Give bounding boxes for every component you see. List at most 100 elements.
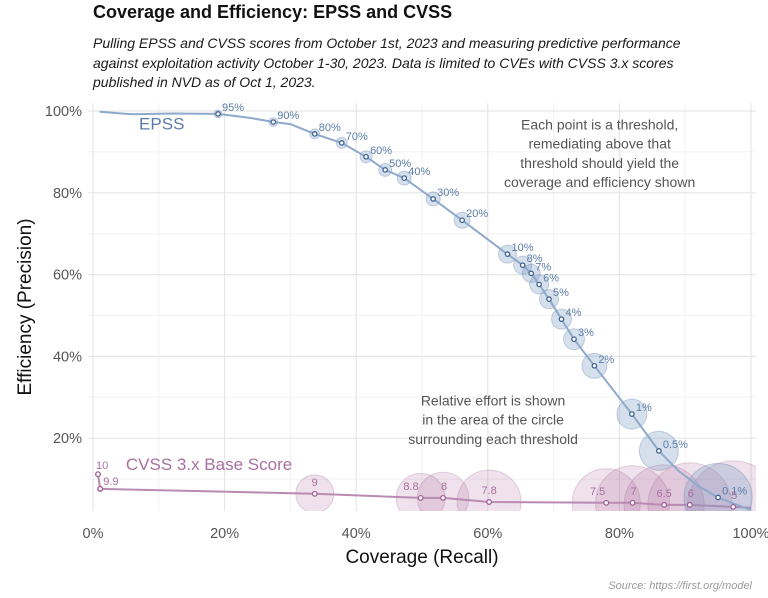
epss-threshold-label: 30% — [437, 187, 459, 199]
epss-threshold-point — [311, 131, 318, 137]
epss-threshold-label: 8% — [527, 253, 543, 265]
epss-threshold-point — [519, 262, 526, 269]
cvss-threshold-label: 9 — [312, 477, 318, 489]
cvss-threshold-label: 7.5 — [590, 486, 605, 498]
x-tick-label: 0% — [83, 526, 104, 542]
epss-threshold-label: 3% — [578, 327, 594, 339]
epss-threshold-point — [270, 119, 277, 125]
cvss-bubbles — [95, 460, 756, 511]
cvss-threshold-label: 8 — [441, 481, 447, 493]
epss-line — [99, 110, 752, 511]
epss-threshold-point — [430, 196, 437, 202]
epss-threshold-label: 7% — [535, 261, 551, 273]
source-note: Source: https://first.org/model — [608, 580, 752, 592]
cvss-threshold-point — [686, 501, 693, 508]
cvss-threshold-point — [730, 503, 737, 510]
epss-threshold-point — [363, 153, 369, 160]
epss-series-label: EPSS — [139, 114, 184, 133]
threshold-note-line: remediating above that — [528, 136, 671, 152]
annotations: Each point is a threshold, remediating ab… — [408, 116, 695, 446]
chart-subtitle: Pulling EPSS and CVSS scores from Octobe… — [93, 34, 763, 93]
gridlines — [88, 103, 756, 511]
epss-threshold-label: 80% — [319, 122, 341, 134]
epss-threshold-label: 90% — [277, 110, 299, 122]
subtitle-line: against exploitation activity October 1-… — [93, 54, 674, 71]
subtitle-line: published in NVD as of Oct 1, 2023. — [93, 74, 316, 90]
cvss-line — [97, 474, 752, 509]
effort-note-line: surrounding each threshold — [408, 431, 578, 447]
threshold-labels: 95% 90% 80% 70%60%50%40% 30% 20% 10%8%7%6% 5% 4%… — [96, 102, 747, 502]
cvss-threshold-point — [97, 485, 104, 492]
cvss-threshold-point — [486, 499, 493, 505]
x-tick-label: 60% — [473, 526, 502, 542]
epss-threshold-point — [504, 251, 511, 257]
epss-threshold-label: 95% — [222, 102, 244, 114]
cvss-threshold-label: 10 — [96, 460, 108, 472]
effort-note-line: Relative effort is shown — [421, 392, 565, 408]
y-axis-title: Efficiency (Precision) — [15, 218, 36, 395]
epss-threshold-point — [546, 296, 552, 302]
cvss-series-label: CVSS 3.x Base Score — [126, 455, 292, 474]
cvss-threshold-label: 7 — [630, 486, 636, 498]
cvss-threshold-point — [603, 499, 610, 506]
cvss-threshold-label: 5 — [731, 490, 737, 502]
epss-threshold-label: 6% — [543, 272, 559, 284]
y-tick-label: 40% — [53, 349, 82, 365]
y-axis-ticks: 20% 40% 60% 80% 100% — [45, 104, 82, 447]
x-axis-title: Coverage (Recall) — [345, 547, 498, 568]
y-tick-label: 100% — [45, 104, 82, 120]
x-tick-label: 20% — [210, 526, 239, 542]
epss-threshold-label: 0.1% — [722, 486, 747, 498]
y-tick-label: 80% — [53, 186, 82, 202]
epss-threshold-point — [591, 362, 598, 369]
epss-threshold-label: 0.5% — [663, 439, 688, 451]
epss-threshold-label: 60% — [370, 145, 392, 157]
epss-effort-bubble — [683, 462, 753, 511]
cvss-threshold-point — [661, 501, 668, 508]
epss-threshold-point — [536, 281, 542, 288]
cvss-threshold-point — [629, 499, 636, 506]
epss-threshold-point — [629, 411, 635, 417]
y-tick-label: 60% — [53, 268, 82, 284]
epss-threshold-point — [338, 140, 345, 146]
epss-threshold-label: 1% — [636, 402, 652, 414]
epss-threshold-label: 50% — [389, 158, 411, 170]
epss-threshold-point — [715, 494, 721, 501]
cvss-threshold-point — [95, 471, 101, 478]
chart-title: Coverage and Efficiency: EPSS and CVSS — [93, 2, 453, 22]
x-axis-ticks: 0% 20% 40% 60% 80% 100% — [83, 526, 768, 542]
cvss-threshold-label: 6.5 — [656, 488, 671, 500]
y-tick-label: 20% — [53, 431, 82, 447]
threshold-note-line: Each point is a threshold, — [521, 116, 678, 132]
cvss-threshold-label: 7.8 — [481, 485, 496, 497]
cvss-threshold-point — [311, 490, 318, 497]
cvss-threshold-label: 8.8 — [403, 481, 418, 493]
epss-threshold-point — [558, 316, 565, 323]
cvss-threshold-label: 9.9 — [103, 476, 118, 488]
x-tick-label: 80% — [605, 526, 634, 542]
epss-threshold-label: 2% — [598, 354, 614, 366]
epss-threshold-point — [382, 167, 389, 173]
threshold-note-line: threshold should yield the — [520, 155, 679, 171]
epss-threshold-point — [571, 336, 577, 343]
epss-threshold-label: 4% — [565, 307, 581, 319]
epss-threshold-label: 20% — [466, 208, 488, 220]
epss-threshold-point — [528, 270, 535, 277]
epss-threshold-label: 10% — [512, 242, 534, 254]
x-tick-label: 40% — [342, 526, 371, 542]
epss-threshold-label: 70% — [346, 131, 368, 143]
epss-threshold-point — [656, 448, 662, 454]
epss-threshold-point — [401, 175, 408, 181]
threshold-note-line: coverage and efficiency shown — [504, 174, 695, 190]
epss-threshold-label: 40% — [408, 166, 430, 178]
cvss-threshold-label: 6 — [688, 488, 694, 500]
cvss-effort-bubble — [686, 460, 756, 511]
plot-area — [95, 109, 756, 511]
epss-threshold-point — [215, 111, 221, 117]
x-tick-label: 100% — [732, 526, 768, 542]
cvss-threshold-point — [417, 494, 424, 501]
epss-threshold-point — [459, 217, 465, 224]
cvss-threshold-point — [440, 494, 447, 501]
epss-threshold-label: 5% — [553, 287, 569, 299]
